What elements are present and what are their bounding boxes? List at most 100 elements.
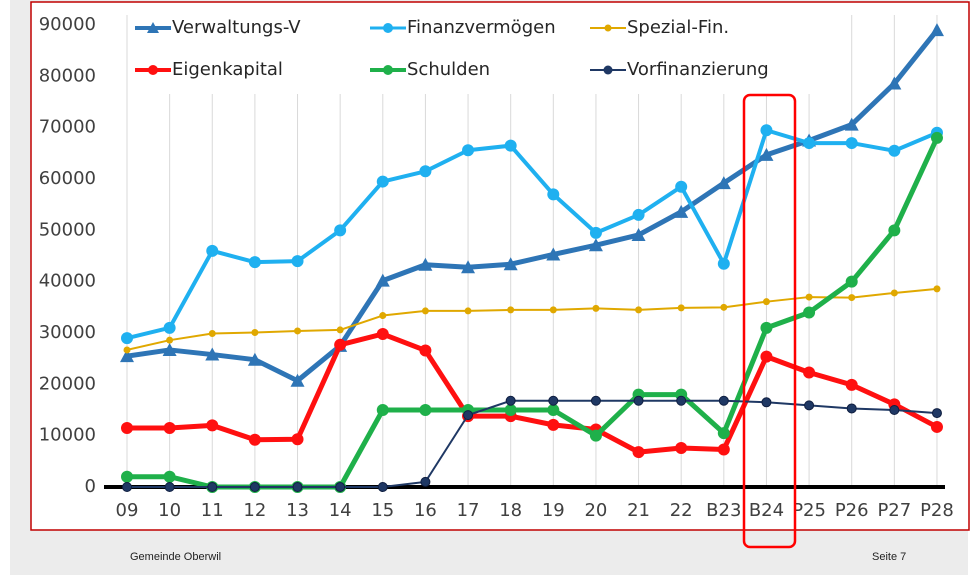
- point: [121, 470, 133, 483]
- x-tick-label: 19: [542, 500, 565, 521]
- point: [379, 312, 387, 320]
- point: [676, 395, 687, 406]
- point: [121, 421, 133, 434]
- x-tick-label: B23: [706, 500, 741, 521]
- point: [248, 433, 261, 446]
- point: [292, 482, 303, 492]
- point: [805, 293, 813, 301]
- point: [419, 404, 432, 416]
- legend-label: Finanzvermögen: [407, 17, 556, 38]
- point: [761, 397, 772, 408]
- point: [376, 404, 389, 416]
- point: [547, 418, 560, 431]
- point: [205, 347, 220, 361]
- y-tick-label: 40000: [39, 271, 96, 292]
- point: [376, 328, 389, 341]
- point: [206, 244, 219, 257]
- point: [888, 224, 901, 237]
- point: [633, 395, 644, 406]
- point: [632, 208, 645, 221]
- x-tick-label: 22: [670, 500, 693, 521]
- point: [207, 482, 218, 492]
- y-tick-label: 70000: [39, 117, 96, 138]
- x-tick-label: B24: [749, 500, 784, 521]
- point: [589, 429, 602, 442]
- point: [166, 336, 174, 344]
- point: [592, 304, 600, 312]
- x-tick-label: 17: [457, 500, 480, 521]
- point: [720, 303, 728, 311]
- point: [848, 294, 856, 302]
- footer-right: Seite 7: [872, 551, 906, 563]
- point: [461, 260, 476, 274]
- point: [760, 321, 773, 334]
- legend-label: Verwaltungs-V: [172, 17, 301, 38]
- y-tick-label: 0: [85, 476, 96, 497]
- point: [718, 395, 729, 406]
- point: [803, 366, 816, 379]
- y-tick-label: 20000: [39, 373, 96, 394]
- y-tick-label: 60000: [39, 168, 96, 189]
- point: [677, 304, 685, 312]
- legend-label: Spezial-Fin.: [627, 17, 729, 38]
- point: [888, 144, 901, 157]
- point: [377, 482, 388, 492]
- y-tick-label: 10000: [39, 425, 96, 446]
- point: [548, 395, 559, 406]
- legend-label: Schulden: [407, 59, 490, 80]
- point: [589, 226, 602, 239]
- point: [290, 373, 305, 387]
- point: [717, 257, 730, 270]
- point: [334, 224, 347, 237]
- point: [120, 349, 134, 363]
- legend-box: [131, 8, 821, 94]
- x-tick-label: 14: [329, 500, 352, 521]
- point: [846, 403, 857, 414]
- point: [505, 395, 516, 406]
- legend-marker: [147, 22, 159, 33]
- y-tick-label: 90000: [39, 14, 96, 35]
- point: [335, 482, 346, 492]
- point: [590, 395, 601, 406]
- point: [717, 427, 730, 440]
- point: [248, 256, 261, 269]
- x-tick-label: 21: [627, 500, 650, 521]
- legend-marker: [383, 23, 393, 33]
- x-tick-label: 20: [584, 500, 607, 521]
- point: [760, 124, 773, 137]
- point: [632, 446, 645, 459]
- x-tick-label: P27: [877, 500, 911, 521]
- point: [464, 307, 472, 315]
- point: [889, 405, 900, 415]
- point: [803, 137, 816, 150]
- x-tick-label: 12: [243, 500, 266, 521]
- point: [375, 273, 390, 287]
- point: [717, 443, 730, 456]
- point: [162, 342, 177, 356]
- point: [931, 408, 942, 419]
- point: [890, 289, 898, 297]
- y-tick-label: 50000: [39, 219, 96, 240]
- x-tick-label: 15: [371, 500, 394, 521]
- point: [845, 137, 858, 150]
- point: [419, 165, 432, 178]
- point: [635, 306, 643, 314]
- legend-marker: [148, 65, 158, 75]
- series-line: [127, 331, 939, 455]
- point: [123, 346, 131, 354]
- point: [334, 338, 347, 351]
- point: [164, 482, 175, 492]
- point: [291, 255, 304, 268]
- series-line: [127, 399, 938, 488]
- point: [929, 23, 944, 37]
- point: [251, 328, 259, 336]
- point: [803, 306, 816, 319]
- point: [845, 378, 858, 391]
- point: [294, 327, 302, 335]
- point: [762, 298, 770, 306]
- point: [674, 204, 689, 218]
- point: [933, 285, 941, 293]
- point: [418, 257, 433, 271]
